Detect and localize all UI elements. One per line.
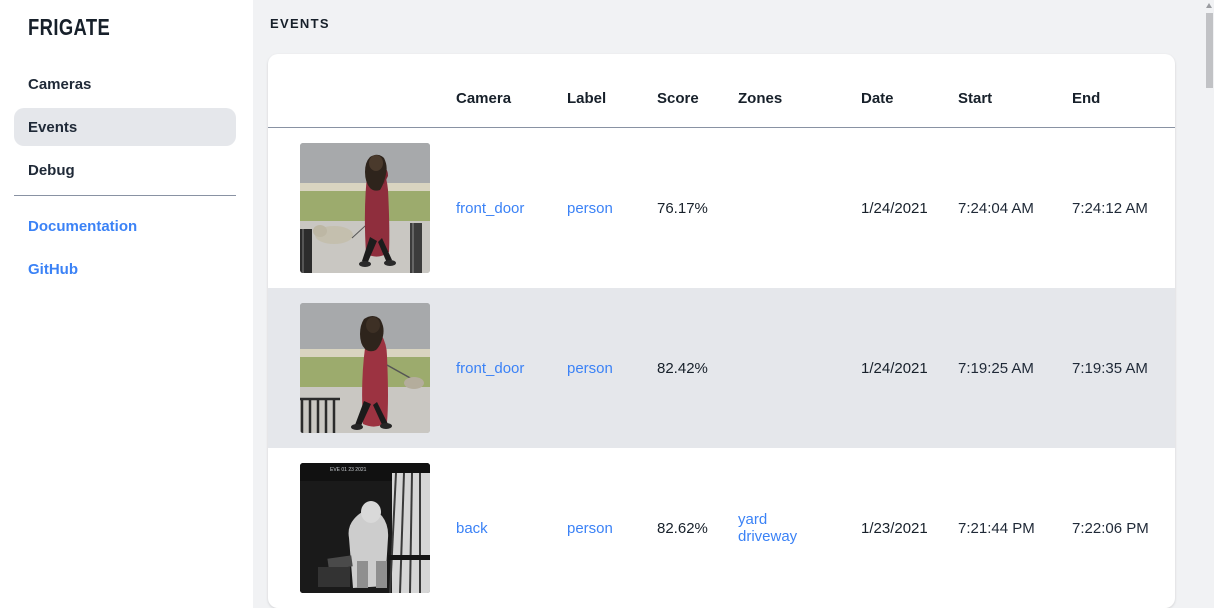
svg-text:EVE 01 23 2021: EVE 01 23 2021 — [330, 467, 367, 473]
